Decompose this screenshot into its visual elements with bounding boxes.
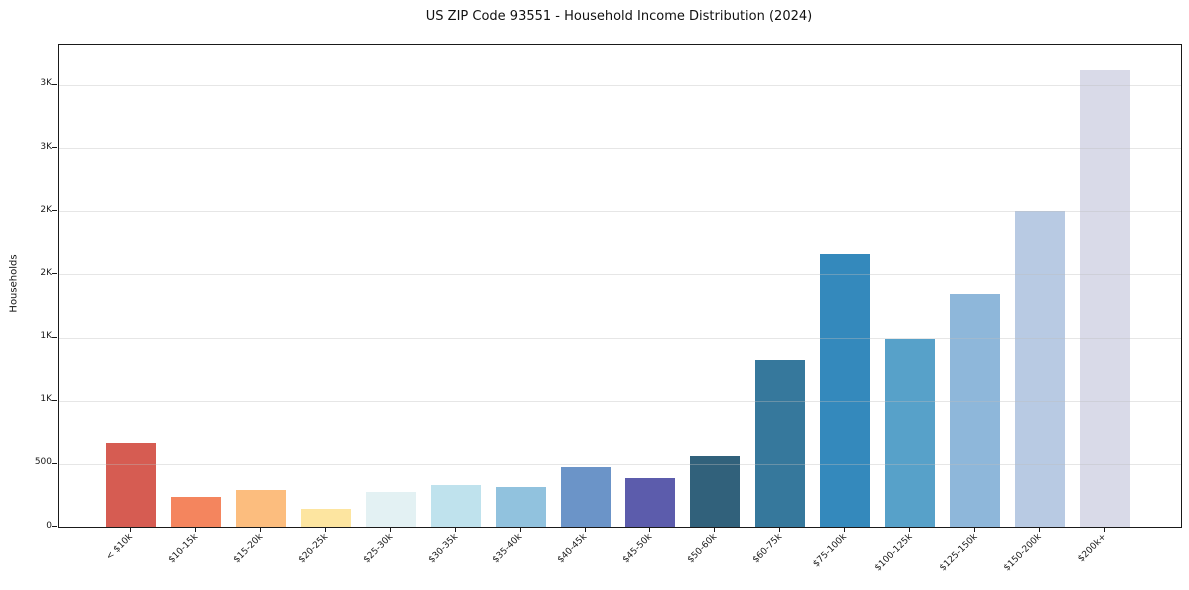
- y-tick-mark: [52, 147, 57, 149]
- x-tick-mark: [389, 527, 391, 532]
- y-tick-label: 3K: [40, 78, 52, 89]
- bar-$60-75k: [755, 359, 806, 527]
- x-tick-label-text: $30-35k: [426, 532, 460, 566]
- x-tick-label-text: $25-30k: [361, 532, 395, 566]
- y-tick-mark: [52, 273, 57, 275]
- x-tick-label-text: $60-75k: [751, 532, 785, 566]
- y-tick-mark: [52, 83, 57, 85]
- y-tick-label: 1K: [40, 394, 52, 405]
- y-tick-mark: [52, 336, 57, 338]
- x-tick-label-text: $200k+: [1076, 532, 1110, 565]
- x-tick-label-text: $20-25k: [296, 532, 330, 566]
- y-tick-mark: [52, 462, 57, 464]
- bar-$150-200k: [1015, 210, 1066, 527]
- bar-$100-125k: [885, 338, 936, 527]
- bar-$50-60k: [690, 455, 741, 527]
- y-tick-mark: [52, 399, 57, 401]
- gridline-3000: [59, 148, 1181, 150]
- bar-$25-30k: [365, 491, 416, 527]
- x-tick-label-text: $45-50k: [621, 532, 655, 566]
- bar-$30-35k: [430, 484, 481, 527]
- gridline-500: [59, 463, 1181, 465]
- x-tick-mark: [974, 527, 976, 532]
- gridline-1000: [59, 400, 1181, 402]
- x-tick-mark: [779, 527, 781, 532]
- x-tick-label-text: $40-45k: [556, 532, 590, 566]
- bar-$75-100k: [820, 253, 871, 527]
- bar-$15-20k: [235, 489, 286, 527]
- y-tick-label: 500: [34, 457, 52, 468]
- bar-$40-45k: [560, 467, 611, 527]
- x-tick-mark: [454, 527, 456, 532]
- y-tick-label: 2K: [40, 267, 52, 278]
- chart-title: US ZIP Code 93551 - Household Income Dis…: [425, 9, 813, 24]
- x-tick-label-text: $50-60k: [686, 532, 720, 566]
- x-tick-mark: [324, 527, 326, 532]
- x-tick-mark: [844, 527, 846, 532]
- gridline-1500: [59, 337, 1181, 339]
- y-tick-mark: [52, 526, 57, 527]
- x-tick-label-text: $35-40k: [491, 532, 525, 566]
- x-tick-label-text: $125-150k: [937, 532, 980, 574]
- x-tick-mark: [714, 527, 716, 532]
- x-tick-label-text: < $10k: [104, 532, 136, 563]
- bar-$20-25k: [300, 508, 351, 527]
- plot-area: [58, 44, 1182, 528]
- bar-$35-40k: [495, 486, 546, 527]
- bar-$45-50k: [625, 477, 676, 527]
- x-tick-mark: [1103, 527, 1105, 532]
- x-tick-label-text: $150-200k: [1002, 532, 1045, 574]
- bar-$10-15k: [170, 496, 221, 527]
- bar-< $10k: [106, 443, 156, 527]
- x-tick-mark: [259, 527, 261, 532]
- gridline-3500: [59, 84, 1181, 86]
- x-tick-mark: [649, 527, 651, 532]
- y-tick-label: 0: [46, 520, 52, 531]
- y-tick-label: 3K: [40, 141, 52, 152]
- x-tick-mark: [194, 527, 196, 532]
- x-tick-label-text: $15-20k: [231, 532, 265, 566]
- gridline-2500: [59, 211, 1181, 213]
- gridline-2000: [59, 274, 1181, 276]
- x-tick-mark: [909, 527, 911, 532]
- x-tick-label-text: $75-100k: [811, 532, 850, 570]
- bar-$200k+: [1079, 69, 1130, 527]
- x-tick-label-text: $10-15k: [166, 532, 200, 566]
- y-axis-label: Households: [8, 254, 20, 313]
- x-tick-label-text: $100-125k: [872, 532, 915, 574]
- bar-$125-150k: [950, 293, 1001, 527]
- y-tick-label: 1K: [40, 331, 52, 342]
- x-tick-mark: [1039, 527, 1041, 532]
- y-tick-mark: [52, 210, 57, 212]
- x-tick-mark: [130, 527, 131, 532]
- y-tick-label: 2K: [40, 204, 52, 215]
- x-tick-mark: [519, 527, 521, 532]
- x-tick-mark: [584, 527, 586, 532]
